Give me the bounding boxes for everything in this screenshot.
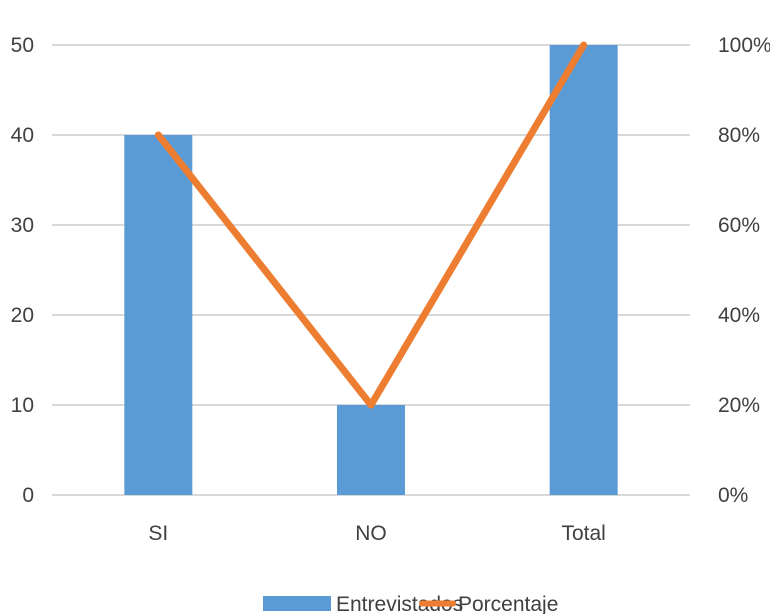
right-tick-label: 60% <box>718 214 760 237</box>
left-tick-label: 10 <box>11 394 34 417</box>
left-tick-label: 40 <box>11 124 34 147</box>
category-label: SI <box>148 522 168 545</box>
right-tick-label: 0% <box>718 484 748 507</box>
legend: Entrevistados Porcentaje <box>263 593 558 614</box>
left-tick-label: 20 <box>11 304 34 327</box>
right-axis-ticks: 0% 20% 40% 60% 80% 100% <box>718 34 770 507</box>
bar-total <box>549 45 618 495</box>
right-tick-label: 100% <box>718 34 770 57</box>
right-tick-label: 40% <box>718 304 760 327</box>
category-labels: SI NO Total <box>148 522 605 545</box>
left-tick-label: 50 <box>11 34 34 57</box>
left-tick-label: 0 <box>22 484 34 507</box>
bars <box>124 45 618 495</box>
legend-label-entrevistados: Entrevistados <box>336 593 463 614</box>
left-tick-label: 30 <box>11 214 34 237</box>
line-porcentaje <box>154 41 588 409</box>
legend-label-porcentaje: Porcentaje <box>458 593 558 614</box>
right-tick-label: 20% <box>718 394 760 417</box>
bar-si <box>124 135 193 495</box>
left-axis-ticks: 0 10 20 30 40 50 <box>11 34 34 507</box>
bar-no <box>337 405 405 495</box>
legend-swatch-entrevistados <box>263 596 331 611</box>
category-label: Total <box>561 522 605 545</box>
category-label: NO <box>355 522 387 545</box>
right-tick-label: 80% <box>718 124 760 147</box>
line-series <box>154 41 588 409</box>
